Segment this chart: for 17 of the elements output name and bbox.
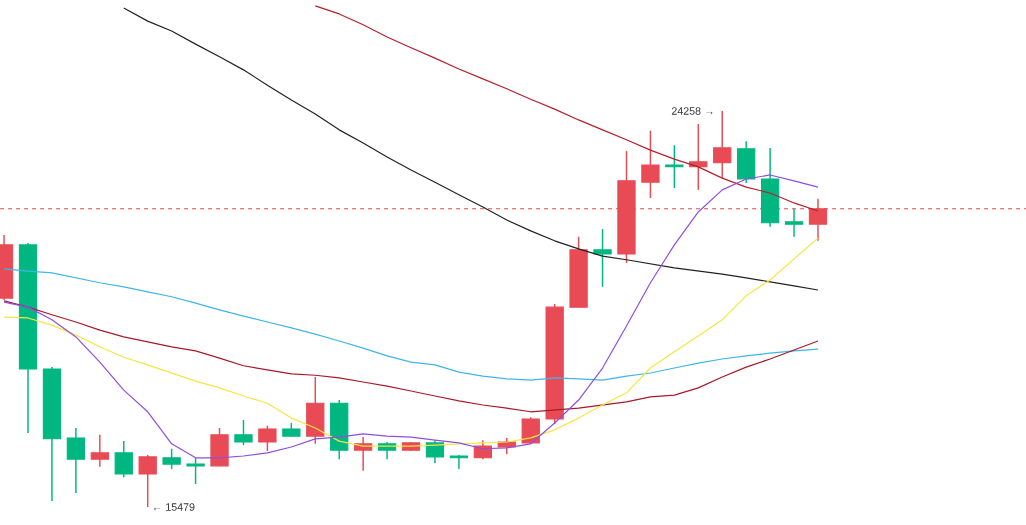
candlestick	[641, 130, 660, 199]
candlestick	[593, 228, 612, 288]
candlestick	[66, 427, 86, 494]
candlestick	[784, 208, 804, 238]
candlestick	[138, 454, 157, 508]
candlestick	[114, 440, 133, 478]
candlestick	[234, 419, 253, 446]
candlestick	[162, 448, 181, 470]
annotation: 24258 →	[671, 107, 713, 115]
annotation: ← 15479	[153, 503, 195, 511]
candlestick	[449, 454, 469, 470]
candlestick	[258, 425, 277, 452]
candlestick	[713, 110, 732, 179]
candlestick	[186, 457, 205, 485]
candlestick	[665, 144, 684, 189]
candlestick	[90, 434, 109, 468]
candlestick	[689, 123, 708, 191]
